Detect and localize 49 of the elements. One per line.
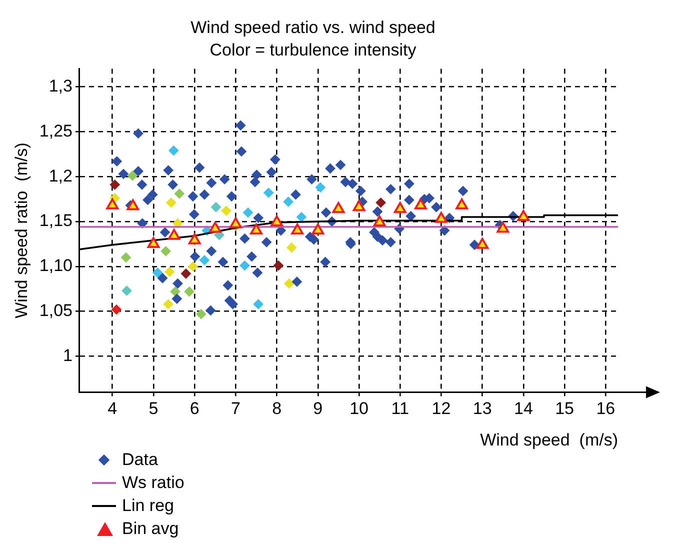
point (250, 224, 262, 234)
point (332, 202, 345, 213)
x-tick-label: 5 (148, 399, 158, 418)
x-tick-label: 11 (391, 399, 409, 418)
point (352, 200, 366, 212)
point (435, 212, 448, 223)
point (270, 215, 283, 226)
y-tick-label: 1 (63, 346, 72, 365)
point (126, 199, 140, 210)
x-tick-label: 15 (555, 399, 574, 418)
point (517, 210, 530, 222)
point (394, 202, 406, 213)
x-tick-label: 6 (190, 399, 200, 418)
x-tick-label: 9 (313, 399, 323, 418)
x-tick-label: 4 (108, 399, 118, 418)
point (456, 198, 468, 210)
x-tick-label: 12 (432, 399, 451, 418)
x-tick-label: 16 (596, 399, 616, 418)
legend-label: Bin avg (122, 518, 179, 540)
point (208, 222, 222, 233)
x-tick-label: 14 (514, 399, 533, 418)
point (414, 198, 427, 210)
x-tick-label: 10 (350, 399, 368, 418)
y-tick-label: 1,15 (39, 211, 72, 230)
point (496, 222, 510, 233)
x-tick-label: 8 (272, 399, 282, 418)
y-tick-label: 1,2 (48, 166, 72, 186)
point (291, 224, 304, 234)
x-tick-label: 13 (472, 399, 492, 418)
point (312, 224, 324, 234)
legend-label: Lin reg (122, 495, 174, 517)
legend-label: Ws ratio (122, 472, 184, 494)
point (168, 228, 180, 240)
y-axis-title: Wind speed ratio (m/s) (12, 142, 31, 318)
point (147, 236, 160, 248)
y-tick-label: 1,3 (48, 76, 72, 96)
point (373, 215, 386, 226)
point (106, 198, 119, 210)
y-tick-label: 1,25 (39, 121, 72, 140)
x-axis-title: Wind speed (m/s) (480, 430, 618, 450)
legend-label: Data (122, 449, 158, 471)
x-tick-label: 7 (230, 399, 240, 418)
y-tick-label: 1,10 (39, 256, 72, 276)
point (188, 233, 201, 244)
point (230, 217, 242, 228)
chart-title: Wind speed ratio vs. wind speed (190, 18, 436, 37)
y-tick-label: 1,05 (39, 301, 72, 320)
point (476, 238, 489, 249)
chart-subtitle: Color = turbulence intensity (210, 40, 417, 60)
